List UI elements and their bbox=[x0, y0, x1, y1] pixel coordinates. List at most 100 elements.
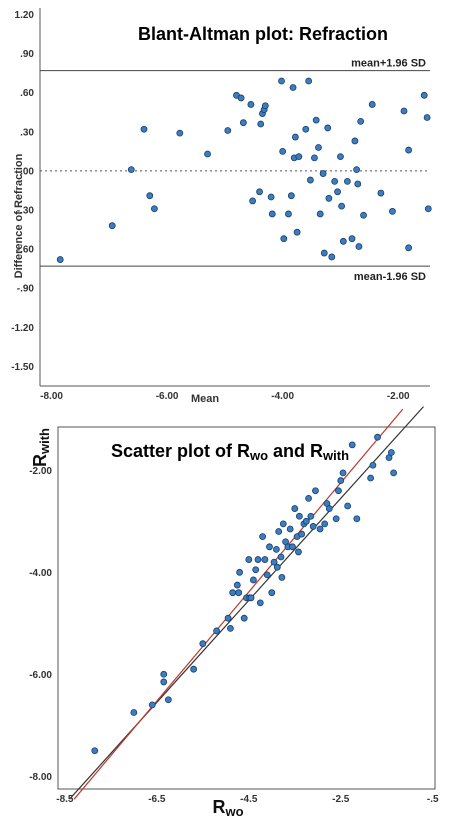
data-point bbox=[227, 624, 234, 632]
x-axis-label: Mean bbox=[191, 393, 219, 405]
data-point bbox=[387, 449, 395, 456]
data-point bbox=[266, 543, 273, 551]
data-point bbox=[146, 192, 154, 200]
data-point bbox=[319, 170, 327, 177]
x-tick-label: -6.00 bbox=[156, 391, 179, 402]
data-point bbox=[306, 176, 314, 184]
data-point bbox=[164, 696, 172, 704]
y-tick-label: -6.00 bbox=[29, 670, 52, 681]
title-subscript: with bbox=[322, 448, 349, 463]
data-point bbox=[279, 520, 287, 528]
data-point bbox=[339, 237, 347, 245]
y-tick-label: .90 bbox=[20, 49, 34, 60]
data-point bbox=[278, 574, 286, 581]
y-tick-label: .60 bbox=[20, 88, 34, 99]
fit-lines bbox=[69, 406, 424, 800]
data-point bbox=[254, 556, 262, 563]
data-point bbox=[338, 202, 346, 210]
x-tick-label: -2.00 bbox=[387, 391, 410, 402]
data-point bbox=[374, 433, 381, 441]
data-point bbox=[130, 709, 138, 716]
y-tick-label: -.30 bbox=[17, 206, 35, 217]
data-point bbox=[343, 177, 351, 185]
data-point bbox=[257, 120, 265, 128]
y-axis-label-main: R bbox=[30, 454, 50, 467]
x-tick-label: -2.5 bbox=[332, 794, 350, 805]
data-point bbox=[309, 523, 317, 530]
y-tick-labels: 1.20 .90 .60 .30 .00 -.30 -.60 -.90 -1.20 -1.50 bbox=[11, 10, 34, 373]
data-point bbox=[176, 129, 184, 137]
y-tick-label: -1.20 bbox=[11, 323, 34, 334]
data-point bbox=[348, 235, 356, 243]
data-point bbox=[275, 528, 283, 535]
data-point bbox=[160, 670, 168, 678]
x-axis-label-main: R bbox=[212, 797, 225, 817]
x-tick-labels: -8.5 -6.5 -4.5 -2.5 -.5 bbox=[56, 794, 439, 805]
data-point bbox=[224, 614, 232, 622]
y-tick-label: -8.00 bbox=[29, 772, 52, 783]
data-point bbox=[424, 205, 432, 213]
scatter-chart: -2.00 -4.00 -6.00 -8.00 -8.5 -6.5 -4.5 -2.5 -.5… bbox=[0, 405, 473, 820]
data-point bbox=[312, 116, 320, 124]
data-point bbox=[256, 599, 264, 607]
data-point bbox=[237, 94, 245, 102]
data-point bbox=[213, 627, 221, 635]
data-point bbox=[239, 119, 247, 127]
data-point bbox=[332, 515, 340, 523]
data-point bbox=[321, 520, 329, 528]
data-point bbox=[405, 146, 413, 154]
y-tick-label: -4.00 bbox=[29, 568, 52, 579]
data-point bbox=[295, 548, 302, 556]
data-point bbox=[302, 125, 310, 133]
data-point bbox=[423, 114, 431, 121]
x-axis-label: Rwo bbox=[212, 797, 243, 819]
data-point bbox=[261, 102, 269, 110]
x-tick-label: -.5 bbox=[427, 794, 439, 805]
y-axis-label-subscript: with bbox=[37, 428, 52, 455]
data-point bbox=[263, 571, 271, 579]
reference-lines: mean+1.96 SD mean-1.96 SD bbox=[40, 58, 430, 283]
data-point bbox=[286, 525, 294, 533]
data-point bbox=[270, 558, 278, 566]
data-point bbox=[277, 553, 285, 561]
data-point bbox=[291, 133, 299, 141]
data-point bbox=[369, 461, 377, 469]
data-point bbox=[325, 505, 333, 512]
data-point bbox=[256, 188, 263, 196]
data-point bbox=[148, 701, 156, 709]
data-point bbox=[224, 127, 232, 134]
data-point bbox=[400, 107, 408, 115]
x-axis-label-subscript: wo bbox=[224, 804, 243, 819]
data-point bbox=[249, 197, 257, 205]
data-point bbox=[249, 576, 257, 584]
data-point bbox=[305, 77, 313, 85]
data-point bbox=[298, 530, 306, 538]
x-tick-label: -4.5 bbox=[240, 794, 258, 805]
data-point bbox=[325, 194, 333, 202]
data-point bbox=[377, 189, 385, 197]
data-point bbox=[150, 205, 158, 213]
chart-background bbox=[0, 405, 473, 820]
data-point bbox=[368, 101, 376, 108]
data-point bbox=[360, 211, 367, 219]
data-point bbox=[289, 543, 296, 551]
data-point bbox=[245, 556, 253, 563]
x-tick-label: -4.00 bbox=[271, 391, 294, 402]
data-point bbox=[261, 556, 269, 563]
data-point bbox=[160, 678, 168, 686]
title-subscript: wo bbox=[249, 448, 268, 463]
data-point bbox=[390, 469, 398, 477]
y-tick-label: -.90 bbox=[17, 284, 35, 295]
data-point bbox=[311, 154, 318, 162]
data-point bbox=[285, 210, 292, 218]
data-points bbox=[91, 433, 398, 755]
data-point bbox=[267, 193, 275, 201]
data-point bbox=[229, 589, 237, 597]
data-point bbox=[344, 502, 352, 510]
data-point bbox=[278, 77, 285, 85]
data-point bbox=[272, 545, 280, 553]
data-point bbox=[320, 249, 328, 257]
data-point bbox=[289, 84, 297, 91]
data-point bbox=[328, 253, 336, 261]
data-point bbox=[315, 144, 322, 151]
